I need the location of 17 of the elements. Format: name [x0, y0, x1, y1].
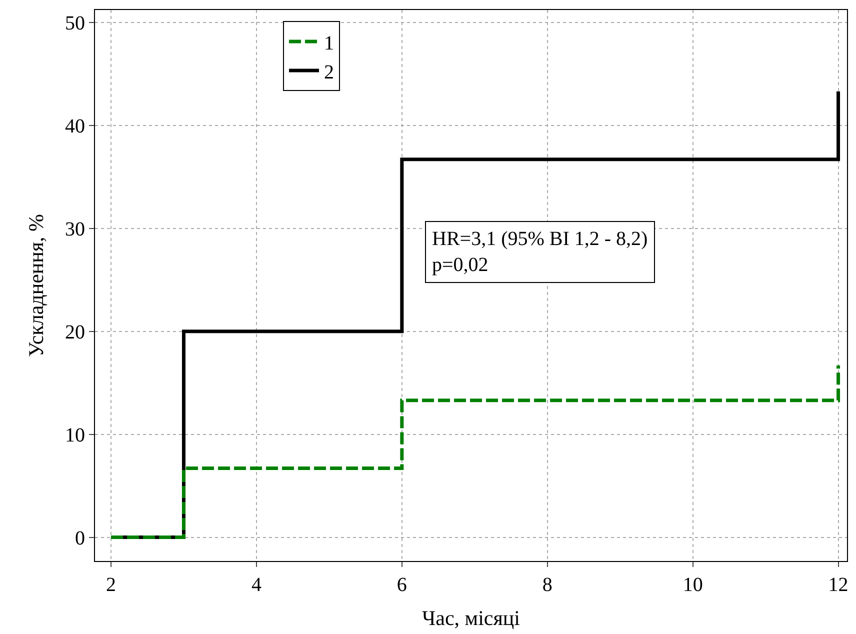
y-axis-title: Ускладнення, %: [24, 214, 48, 358]
x-tick-label: 8: [542, 574, 552, 596]
x-tick-label: 6: [396, 574, 407, 596]
y-tick-label: 40: [65, 115, 85, 138]
x-tick-label: 10: [682, 574, 703, 596]
x-tick-label: 4: [251, 574, 262, 596]
x-tick-label: 2: [106, 574, 116, 596]
annotation: HR=3,1 (95% ВІ 1,2 - 8,2) p=0,02: [432, 228, 648, 276]
legend-label: 2: [324, 61, 334, 84]
y-tick-label: 10: [65, 424, 85, 446]
x-axis-title: Час, місяці: [422, 606, 520, 630]
y-tick-label: 50: [65, 12, 85, 34]
legend-label: 1: [324, 32, 334, 54]
y-tick-label: 30: [65, 218, 85, 240]
x-tick-label: 12: [828, 574, 848, 596]
y-tick-label: 0: [75, 527, 85, 550]
y-tick-label: 20: [65, 321, 85, 344]
